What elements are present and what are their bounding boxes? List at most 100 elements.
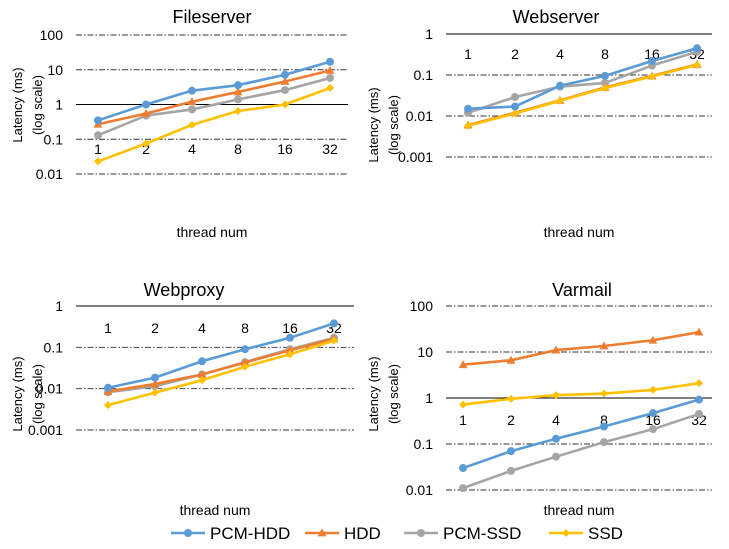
data-point (234, 107, 242, 116)
data-point (198, 357, 206, 366)
data-point (234, 95, 242, 104)
y-tick-label: 1 (425, 26, 433, 42)
data-point (281, 70, 289, 79)
y-tick-label: 0.1 (414, 436, 434, 452)
series-line (467, 50, 698, 114)
y-axis-label: Latency (ms) (366, 356, 381, 431)
x-tick-label: 32 (322, 141, 338, 157)
data-point (695, 395, 703, 404)
data-point (241, 362, 249, 371)
data-point (506, 355, 516, 364)
data-point (94, 157, 102, 166)
data-point (464, 104, 472, 113)
legend-item: PCM-SSD (404, 524, 521, 543)
data-point (188, 86, 196, 95)
y-axis-label-sub: (log scale) (30, 364, 45, 424)
data-point (693, 61, 701, 70)
data-point (150, 379, 160, 388)
data-point (233, 87, 243, 96)
x-tick-label: 16 (644, 46, 660, 62)
data-point (286, 350, 294, 359)
series-pcm-hdd (104, 319, 338, 392)
data-point (693, 44, 701, 53)
series-line (462, 330, 700, 366)
chart-title: Webproxy (144, 280, 225, 300)
x-tick-label: 8 (234, 141, 242, 157)
data-point (556, 96, 564, 105)
y-axis-label: Latency (ms) (10, 356, 25, 431)
data-point (325, 65, 335, 74)
series-hdd (103, 334, 339, 395)
data-point (104, 383, 112, 392)
series-pcm-ssd (459, 409, 703, 493)
legend-label: PCM-SSD (443, 524, 521, 543)
x-tick-label: 1 (464, 46, 472, 62)
chart-title: Varmail (552, 280, 612, 300)
legend-item: HDD (305, 524, 381, 543)
data-point (285, 345, 295, 354)
data-point (151, 388, 159, 397)
y-tick-label: 100 (410, 298, 434, 314)
y-tick-label: 0.01 (406, 108, 433, 124)
y-tick-label: 1 (425, 390, 433, 406)
y-tick-label: 100 (40, 27, 64, 43)
x-tick-label: 4 (198, 320, 206, 336)
data-point (649, 385, 657, 394)
data-point (141, 108, 151, 117)
y-tick-label: 1 (55, 298, 63, 314)
x-axis-label: thread num (544, 502, 615, 518)
chart-title: Webserver (513, 7, 600, 27)
series-line (97, 60, 331, 122)
y-axis-label: Latency (ms) (10, 67, 25, 142)
series-pcm-hdd (459, 395, 703, 473)
series-line (462, 398, 700, 470)
legend-item: PCM-HDD (171, 524, 290, 543)
data-point (458, 360, 468, 369)
data-point (151, 373, 159, 382)
legend-marker (562, 529, 570, 537)
data-point (104, 401, 112, 410)
series-line (462, 412, 700, 490)
y-axis-label-sub: (log scale) (30, 75, 45, 135)
y-tick-label: 0.01 (36, 166, 63, 182)
x-axis-label: thread num (177, 224, 248, 240)
y-tick-label: 0.001 (398, 149, 433, 165)
data-point (464, 121, 472, 130)
data-point (326, 73, 334, 82)
series-line (97, 86, 331, 163)
series-line (467, 46, 698, 111)
data-point (459, 484, 467, 493)
series-line (107, 336, 335, 394)
data-point (551, 345, 561, 354)
y-tick-label: 0.01 (36, 381, 63, 397)
x-tick-label: 8 (241, 320, 249, 336)
y-tick-label: 10 (417, 344, 433, 360)
data-point (94, 116, 102, 125)
data-point (507, 447, 515, 456)
x-tick-label: 8 (600, 412, 608, 428)
x-tick-label: 8 (601, 46, 609, 62)
data-point (648, 72, 656, 81)
data-point (326, 83, 334, 92)
data-point (188, 120, 196, 129)
x-tick-label: 2 (511, 46, 519, 62)
legend-label: SSD (588, 524, 623, 543)
series-pcm-hdd (464, 44, 701, 113)
data-point (281, 86, 289, 95)
data-point (241, 345, 249, 354)
x-tick-label: 2 (142, 141, 150, 157)
data-point (601, 71, 609, 80)
data-point (142, 139, 150, 148)
data-point (326, 57, 334, 66)
y-axis-label-sub: (log scale) (386, 364, 401, 424)
series-hdd (458, 327, 704, 369)
data-point (600, 422, 608, 431)
data-point (187, 97, 197, 106)
series-line (97, 76, 331, 137)
series-ssd (464, 61, 701, 130)
y-axis-label-sub: (log scale) (386, 95, 401, 155)
data-point (694, 327, 704, 336)
data-point (240, 357, 250, 366)
data-point (330, 319, 338, 328)
